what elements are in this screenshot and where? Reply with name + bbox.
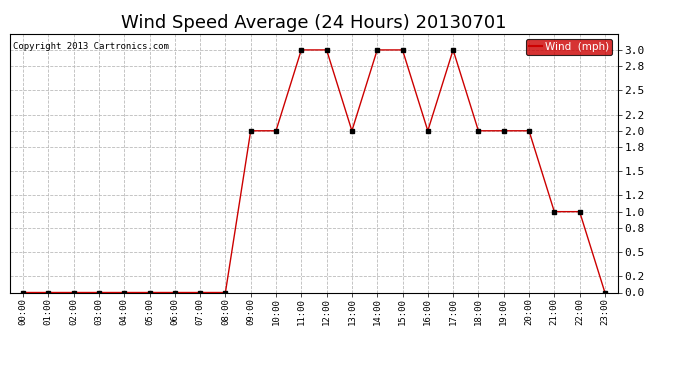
Title: Wind Speed Average (24 Hours) 20130701: Wind Speed Average (24 Hours) 20130701 (121, 14, 506, 32)
Legend: Wind  (mph): Wind (mph) (526, 39, 612, 55)
Text: Copyright 2013 Cartronics.com: Copyright 2013 Cartronics.com (13, 42, 169, 51)
